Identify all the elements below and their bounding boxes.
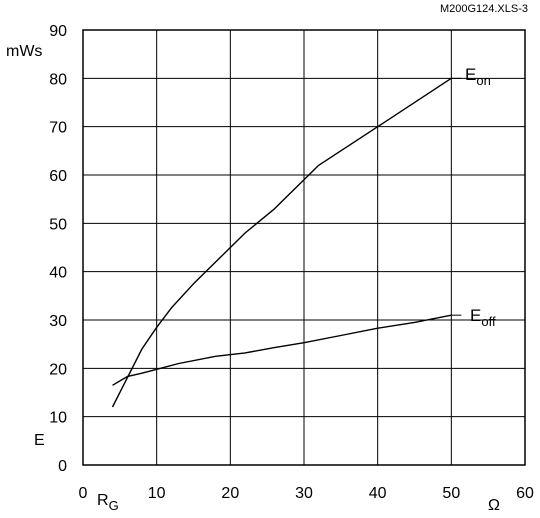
x-tick-label: 40 — [369, 485, 387, 502]
grid — [83, 30, 525, 465]
y-tick-label: 40 — [49, 265, 67, 282]
y-tick-label: 30 — [49, 313, 67, 330]
y-tick-label: 20 — [49, 361, 67, 378]
series-line-e-off — [112, 314, 452, 386]
x-tick-label: 50 — [442, 485, 460, 502]
x-axis-label: RG — [97, 492, 119, 513]
series-label-e-on: Eon — [465, 65, 491, 88]
series-line-e-on — [111, 77, 452, 408]
y-axis-label: E — [34, 432, 45, 449]
y-tick-label: 70 — [49, 120, 67, 137]
x-tick-label: 10 — [148, 485, 166, 502]
x-tick-label: 20 — [221, 485, 239, 502]
series-label-e-on-sub: on — [476, 73, 490, 88]
series-label-e-off-sub: off — [481, 314, 496, 329]
tick-labels: 0 10 20 30 40 50 60 0 10 20 30 40 50 60 70 80 90 — [49, 23, 534, 502]
x-axis-label-sub: G — [109, 498, 119, 513]
x-tick-label: 0 — [79, 485, 88, 502]
y-tick-label: 0 — [58, 458, 67, 475]
y-tick-label: 50 — [49, 216, 67, 233]
x-tick-label: 60 — [516, 485, 534, 502]
y-tick-label: 60 — [49, 168, 67, 185]
series-label-e-on-main: E — [465, 65, 476, 84]
reference-label: M200G124.XLS-3 — [440, 3, 528, 15]
x-axis-label-main: R — [97, 492, 109, 509]
x-unit-label: Ω — [488, 497, 500, 514]
plot-frame — [82, 29, 526, 466]
y-tick-label: 80 — [49, 71, 67, 88]
series-label-e-off-main: E — [470, 306, 481, 325]
y-unit-label: mWs — [6, 43, 42, 60]
series-label-e-off: Eoff — [470, 306, 496, 329]
series-lines — [111, 77, 462, 408]
y-tick-label: 10 — [49, 410, 67, 427]
x-tick-label: 30 — [295, 485, 313, 502]
y-tick-label: 90 — [49, 23, 67, 40]
